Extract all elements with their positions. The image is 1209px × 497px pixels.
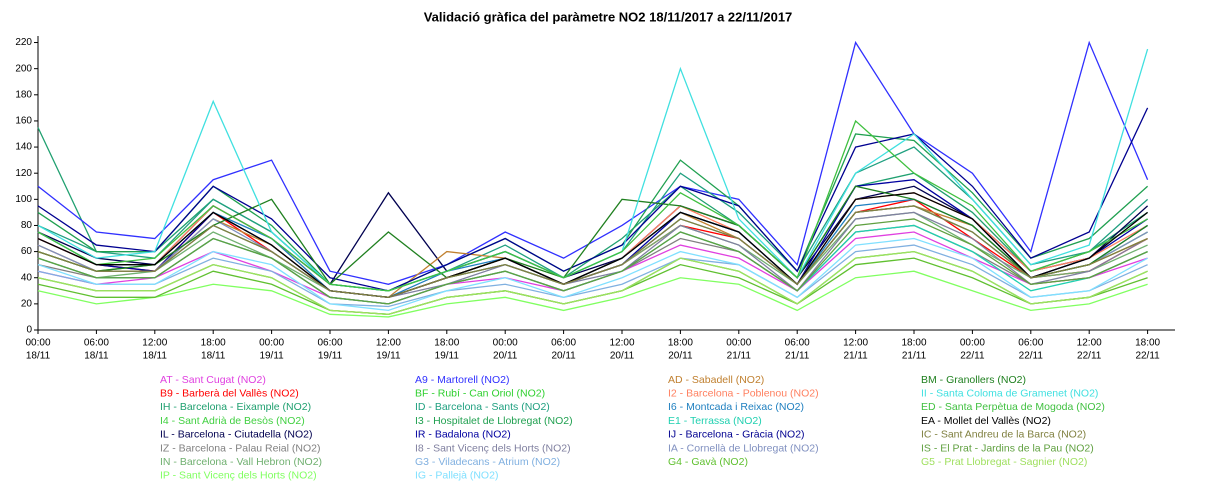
legend-entry: IG - Pallejà (NO2): [415, 470, 498, 482]
x-tick-label: 12:00: [843, 338, 868, 349]
x-tick-label: 06:00: [551, 338, 576, 349]
x-tick-label: 22/11: [1135, 351, 1160, 362]
series-line: [37, 185, 1148, 286]
y-tick-label: 200: [15, 63, 32, 74]
y-tick-label: 160: [15, 116, 32, 127]
series-line: [37, 270, 1148, 318]
x-tick-label: 18:00: [201, 338, 226, 349]
legend-entry: I6 - Montcada i Reixac (NO2): [668, 401, 804, 413]
x-tick-label: 21/11: [785, 351, 810, 362]
x-tick-label: 19/11: [435, 351, 460, 362]
series-line: [37, 107, 1149, 292]
x-tick-label: 21/11: [902, 351, 927, 362]
legend-entry: IS - El Prat - Jardins de la Pau (NO2): [921, 442, 1094, 454]
legend-entry: IL - Barcelona - Ciutadella (NO2): [160, 429, 313, 441]
legend-entry: B9 - Barberà del Vallès (NO2): [160, 387, 299, 399]
y-tick-label: 60: [21, 246, 33, 257]
x-tick-label: 22/11: [1019, 351, 1044, 362]
x-tick-label: 00:00: [493, 338, 518, 349]
legend-entry: AD - Sabadell (NO2): [668, 374, 764, 386]
series-line: [37, 244, 1148, 308]
y-tick-label: 40: [21, 272, 33, 283]
y-tick-label: 20: [21, 299, 33, 310]
y-tick-label: 0: [26, 325, 32, 336]
legend-entry: E1 - Terrassa (NO2): [668, 415, 762, 427]
series-line: [37, 119, 1148, 292]
legend-entry: AT - Sant Cugat (NO2): [160, 374, 266, 386]
legend-entry: IZ - Barcelona - Palau Reial (NO2): [160, 442, 320, 454]
series-line: [37, 250, 1148, 315]
legend-entry: I3 - Hospitalet de Llobregat (NO2): [415, 415, 573, 427]
y-tick-label: 180: [15, 89, 32, 100]
x-tick-label: 06:00: [1018, 338, 1043, 349]
legend-entry: G3 - Viladecans - Atrium (NO2): [415, 456, 560, 468]
legend-entry: IJ - Barcelona - Gràcia (NO2): [668, 429, 805, 441]
y-tick-label: 220: [15, 37, 32, 48]
legend-entry: BF - Rubí - Can Oriol (NO2): [415, 387, 545, 399]
legend-entry: ID - Barcelona - Sants (NO2): [415, 401, 550, 413]
legend-entry: G4 - Gavà (NO2): [668, 456, 748, 468]
legend-entry: ED - Santa Perpètua de Mogoda (NO2): [921, 401, 1105, 413]
x-tick-label: 12:00: [142, 338, 167, 349]
legend-entry: IN - Barcelona - Vall Hebron (NO2): [160, 456, 322, 468]
y-tick-label: 120: [15, 168, 32, 179]
x-tick-label: 00:00: [25, 338, 50, 349]
legend-entry: IP - Sant Vicenç dels Horts (NO2): [160, 470, 317, 482]
x-tick-label: 18/11: [201, 351, 226, 362]
x-tick-label: 12:00: [1077, 338, 1102, 349]
legend-entry: I4 - Sant Adrià de Besòs (NO2): [160, 415, 305, 427]
x-tick-label: 06:00: [317, 338, 342, 349]
x-tick-label: 00:00: [960, 338, 985, 349]
legend-entry: BM - Granollers (NO2): [921, 374, 1026, 386]
x-tick-label: 21/11: [727, 351, 752, 362]
x-tick-label: 20/11: [551, 351, 576, 362]
legend-entry: I8 - Sant Vicenç dels Horts (NO2): [415, 442, 571, 454]
series-line: [37, 48, 1149, 292]
x-tick-label: 22/11: [1077, 351, 1102, 362]
x-tick-label: 00:00: [259, 338, 284, 349]
x-tick-label: 18:00: [1135, 338, 1160, 349]
y-tick-label: 140: [15, 142, 32, 153]
x-tick-label: 18/11: [84, 351, 109, 362]
x-tick-label: 18:00: [668, 338, 693, 349]
x-tick-label: 20/11: [493, 351, 518, 362]
legend-entry: II - Santa Coloma de Gramenet (NO2): [921, 387, 1098, 399]
legend-entry: IH - Barcelona - Eixample (NO2): [160, 401, 311, 413]
x-tick-label: 18/11: [26, 351, 51, 362]
x-tick-label: 20/11: [668, 351, 693, 362]
series-line: [37, 218, 1148, 305]
y-tick-label: 100: [15, 194, 32, 205]
chart-title: Validació gràfica del paràmetre NO2 18/1…: [424, 9, 793, 24]
x-tick-label: 12:00: [609, 338, 634, 349]
x-tick-label: 12:00: [376, 338, 401, 349]
series-line: [37, 237, 1148, 312]
x-tick-label: 19/11: [318, 351, 343, 362]
x-tick-label: 00:00: [726, 338, 751, 349]
x-tick-label: 21/11: [843, 351, 868, 362]
x-tick-label: 19/11: [259, 351, 284, 362]
x-tick-label: 19/11: [376, 351, 401, 362]
legend-entry: IC - Sant Andreu de la Barca (NO2): [921, 429, 1086, 441]
x-tick-label: 22/11: [960, 351, 985, 362]
legend-entry: G5 - Prat Llobregat - Sagnier (NO2): [921, 456, 1087, 468]
x-tick-label: 06:00: [84, 338, 109, 349]
legend-entry: A9 - Martorell (NO2): [415, 374, 510, 386]
x-tick-label: 18/11: [143, 351, 168, 362]
legend-entry: IR - Badalona (NO2): [415, 429, 511, 441]
series-line: [37, 192, 1149, 298]
x-tick-label: 18:00: [434, 338, 459, 349]
x-tick-label: 20/11: [610, 351, 635, 362]
y-tick-label: 80: [21, 220, 33, 231]
legend-entry: EA - Mollet del Vallès (NO2): [921, 415, 1051, 427]
x-tick-label: 18:00: [901, 338, 926, 349]
legend-entry: I2 - Barcelona - Poblenou (NO2): [668, 387, 819, 399]
series-line: [37, 205, 1148, 298]
x-tick-label: 06:00: [785, 338, 810, 349]
legend-entry: IA - Cornellà de Llobregat (NO2): [668, 442, 819, 454]
series-line: [37, 40, 1149, 285]
series-line: [37, 250, 1148, 315]
